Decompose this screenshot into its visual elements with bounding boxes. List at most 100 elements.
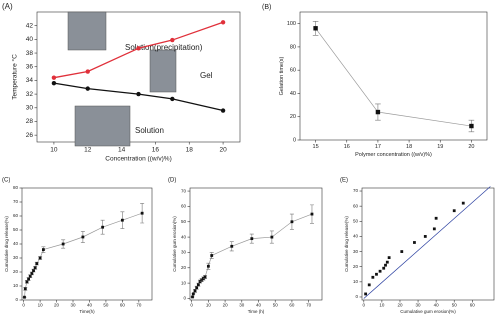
marker [136, 91, 141, 97]
y-tick-label: 0 [293, 137, 296, 143]
marker [136, 46, 141, 51]
marker [170, 37, 175, 43]
marker [385, 260, 389, 264]
x-axis-label: Cumulative gum erosion(%) [400, 309, 456, 314]
y-tick-label: 80 [13, 185, 19, 190]
marker [28, 274, 32, 278]
y-tick-label: 28 [26, 118, 34, 125]
x-tick-label: 40 [434, 303, 440, 308]
y-tick-label: 34 [26, 77, 34, 84]
series-line [315, 28, 472, 127]
x-tick-label: 0 [363, 303, 366, 308]
annotation: Solution [135, 126, 164, 135]
y-tick-label: 10 [13, 283, 19, 288]
marker [387, 256, 391, 260]
x-tick-label: 10 [379, 303, 385, 308]
marker [384, 263, 387, 267]
marker [140, 211, 144, 215]
x-tick-label: 70 [136, 303, 142, 308]
marker [452, 209, 456, 213]
y-axis-label: Cumulative drug release(%) [344, 216, 349, 272]
x-tick-label: 60 [120, 303, 126, 308]
x-tick-label: 20 [54, 303, 60, 308]
x-tick-label: 16 [344, 144, 350, 150]
y-tick-label: 40 [26, 36, 34, 43]
y-tick-label: 10 [181, 280, 187, 285]
x-tick-label: 10 [50, 147, 58, 154]
y-tick-label: 26 [26, 132, 34, 139]
marker [434, 216, 438, 220]
y-tick-label: 32 [26, 91, 34, 98]
marker [61, 242, 65, 246]
marker [367, 283, 371, 287]
marker [375, 109, 381, 115]
marker [310, 212, 314, 216]
marker [23, 295, 26, 299]
marker [196, 283, 200, 287]
y-tick-label: 60 [290, 68, 296, 74]
y-tick-label: 50 [13, 227, 19, 232]
y-tick-label: 20 [181, 265, 187, 270]
marker [400, 250, 404, 253]
marker [290, 220, 294, 224]
y-tick-label: 30 [13, 255, 19, 260]
marker [191, 292, 195, 296]
x-axis-label: Polymer concentration ((w/v)%) [355, 152, 432, 158]
marker [313, 26, 318, 31]
marker [206, 264, 210, 268]
y-axis-label: Temperature °C [11, 54, 19, 100]
annotation: Solution(precipitation) [125, 43, 203, 52]
y-tick-label: 20 [353, 264, 359, 269]
y-tick-label: 30 [353, 249, 359, 254]
x-tick-label: 30 [71, 303, 77, 308]
marker [101, 225, 105, 229]
y-axis-label: Cumulative gum erosion(%) [172, 216, 177, 272]
x-tick-label: 10 [38, 303, 44, 308]
x-tick-label: 40 [87, 303, 93, 308]
plot-frame [299, 11, 488, 141]
y-tick-label: 0 [15, 297, 18, 302]
marker [230, 244, 234, 248]
plot-frame [361, 187, 495, 301]
y-axis-label: Gelation time(s) [279, 56, 285, 95]
marker [195, 286, 199, 290]
marker [27, 277, 30, 281]
y-tick-label: 60 [353, 203, 359, 208]
x-tick-label: 0 [190, 303, 193, 308]
y-tick-label: 10 [353, 279, 359, 284]
marker [120, 218, 124, 222]
annotation: Gel [200, 71, 213, 80]
y-tick-label: 60 [181, 204, 187, 209]
x-tick-label: 16 [152, 147, 160, 154]
x-axis-label: Concentration ((w/v)%) [105, 156, 171, 163]
marker [51, 80, 57, 86]
marker [32, 269, 35, 272]
x-tick-label: 30 [239, 303, 245, 308]
marker [30, 272, 34, 275]
marker [170, 96, 175, 102]
marker [413, 241, 416, 244]
y-tick-label: 30 [181, 250, 187, 255]
panel-label: (C) [2, 178, 10, 184]
marker [378, 269, 382, 273]
y-tick-label: 38 [26, 50, 34, 57]
x-tick-label: 0 [22, 303, 25, 308]
y-tick-label: 0 [183, 296, 186, 301]
x-tick-label: 14 [118, 147, 126, 154]
fit-line [363, 186, 491, 299]
y-tick-label: 40 [353, 234, 359, 239]
x-tick-label: 12 [84, 147, 92, 154]
marker [41, 248, 45, 251]
x-tick-label: 15 [313, 144, 319, 150]
y-tick-label: 70 [181, 188, 187, 193]
y-tick-label: 50 [353, 218, 359, 223]
marker [432, 227, 436, 231]
marker [25, 280, 29, 284]
y-tick-label: 50 [181, 219, 187, 224]
plot-frame [21, 187, 153, 301]
y-tick-label: 40 [290, 91, 296, 97]
photo [67, 11, 107, 51]
marker [382, 266, 386, 270]
y-tick-label: 36 [26, 63, 34, 70]
marker [81, 235, 85, 239]
